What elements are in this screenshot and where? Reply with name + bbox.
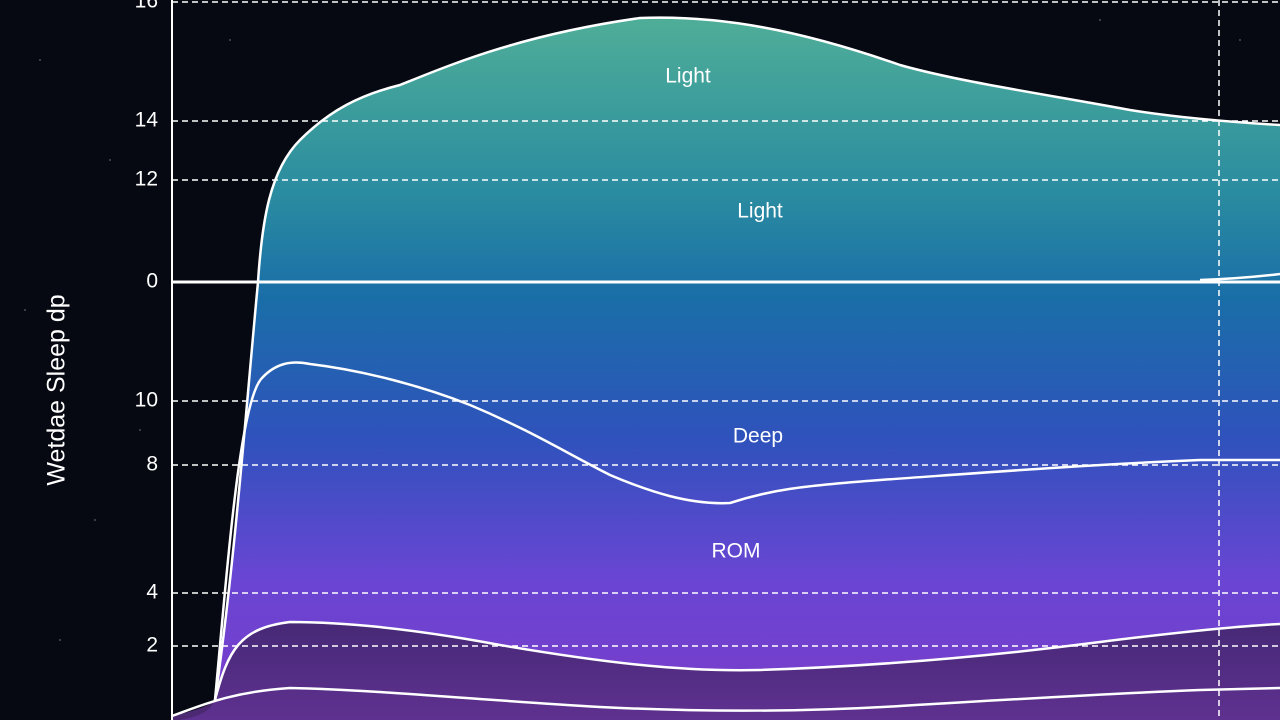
rem-curve <box>213 620 1280 701</box>
stage-label: Light <box>665 65 711 88</box>
light-boundary-curve <box>1199 272 1280 282</box>
deep-curve <box>213 361 1280 701</box>
y-tick-label: 12 <box>135 168 158 191</box>
y-tick-label: 2 <box>146 634 158 657</box>
bottom-curve <box>171 686 1280 718</box>
y-ticks: 16 14 12 0 10 8 4 2 <box>135 0 159 657</box>
y-tick-label: 4 <box>146 581 158 604</box>
y-tick-label: 10 <box>135 389 158 412</box>
stars <box>24 19 1241 641</box>
stage-curves <box>171 16 1280 718</box>
y-tick-label: 0 <box>146 270 158 293</box>
stage-label: Light <box>737 200 783 223</box>
grid <box>172 1 1280 647</box>
y-axis-title: Wetdae Sleep dp <box>43 294 71 485</box>
stage-label: Deep <box>733 425 783 448</box>
y-tick-label: 14 <box>135 109 159 132</box>
y-tick-label: 8 <box>146 453 158 476</box>
stage-label: ROM <box>712 540 761 563</box>
y-tick-label: 16 <box>135 0 158 13</box>
stage-area <box>180 17 1280 720</box>
stage-labels: Light Light Deep ROM <box>665 65 783 563</box>
light-curve <box>213 16 1280 701</box>
